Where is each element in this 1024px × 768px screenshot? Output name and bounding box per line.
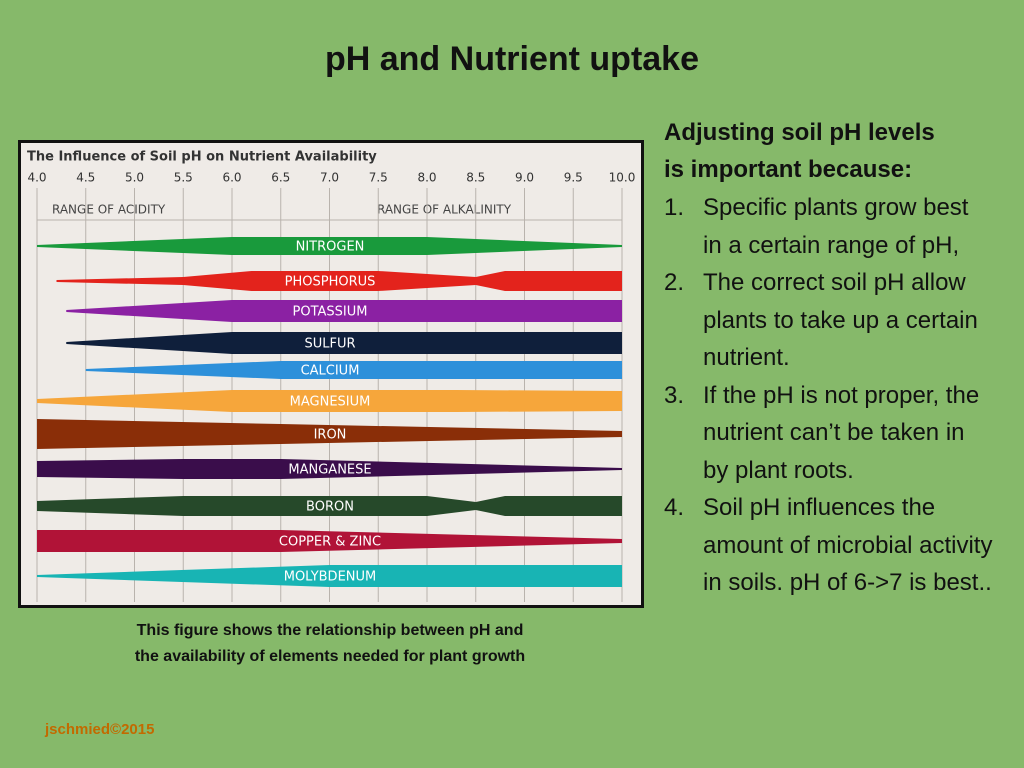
tick-label: 4.0 (27, 171, 46, 185)
nutrient-band (66, 332, 622, 354)
caption-line: the availability of elements needed for … (134, 648, 526, 665)
nutrient-band (56, 271, 622, 291)
nutrient-band (37, 237, 622, 255)
tick-label: 6.5 (271, 171, 290, 185)
heading-line: Adjusting soil pH levels (664, 119, 935, 146)
tick-label: 9.5 (564, 171, 583, 185)
tick-label: 9.0 (515, 171, 534, 185)
list-text: The correct soil pH allow plants to take… (703, 269, 978, 371)
nutrient-band (37, 459, 622, 479)
list-item: 2. The correct soil pH allow plants to ta… (664, 264, 1004, 377)
list-text: Soil pH influences the amount of microbi… (703, 494, 993, 596)
tick-label: 7.5 (369, 171, 388, 185)
nutrient-label: MAGNESIUM (290, 395, 371, 410)
caption-line: This figure shows the relationship betwe… (136, 622, 524, 639)
list-item: 4. Soil pH influences the amount of micro… (664, 489, 1004, 602)
nutrient-label: CALCIUM (301, 364, 360, 379)
slide-title: pH and Nutrient uptake (324, 40, 700, 78)
list-item: 1. Specific plants grow best in a certain… (664, 189, 1004, 264)
list: 1. Specific plants grow best in a certain… (664, 189, 1004, 602)
nutrient-label: IRON (314, 428, 347, 443)
nutrient-label: PHOSPHORUS (285, 275, 376, 290)
nutrient-label: COPPER & ZINC (279, 535, 381, 550)
heading: Adjusting soil pH levels is important be… (664, 114, 935, 188)
nutrient-label: BORON (306, 500, 354, 515)
nutrient-band (37, 419, 622, 449)
nutrient-band (66, 300, 622, 322)
footer: jschmied©2015 (45, 721, 155, 738)
figure: The Influence of Soil pH on Nutrient Ava… (18, 140, 644, 608)
nutrient-label: NITROGEN (296, 240, 365, 255)
list-text: Specific plants grow best in a certain r… (703, 194, 969, 259)
list-number: 4. (664, 494, 685, 521)
tick-label: 6.0 (222, 171, 241, 185)
nutrient-label: MANGANESE (288, 463, 371, 478)
tick-label: 7.0 (320, 171, 339, 185)
tick-label: 8.0 (417, 171, 436, 185)
nutrient-band (37, 530, 622, 552)
tick-label: 5.5 (174, 171, 193, 185)
tick-label: 10.0 (609, 171, 636, 185)
nutrient-band (37, 496, 622, 516)
nutrient-label: MOLYBDENUM (284, 570, 377, 585)
nutrient-band (37, 565, 622, 587)
list-number: 2. (664, 269, 685, 296)
figure-title: The Influence of Soil pH on Nutrient Ava… (27, 150, 377, 165)
tick-label: 5.0 (125, 171, 144, 185)
tick-label: 4.5 (76, 171, 95, 185)
nutrient-band (37, 390, 622, 412)
heading-line: is important because: (664, 156, 913, 183)
list-item: 3. If the pH is not proper, the nutrient … (664, 377, 1004, 490)
nutrient-label: SULFUR (304, 337, 355, 352)
tick-label: 8.5 (466, 171, 485, 185)
nutrient-band (85, 361, 622, 379)
list-number: 1. (664, 194, 685, 221)
range-label: RANGE OF ALKALINITY (377, 203, 512, 217)
range-label: RANGE OF ACIDITY (52, 203, 166, 217)
list-text: If the pH is not proper, the nutrient ca… (703, 381, 980, 484)
nutrient-label: POTASSIUM (293, 305, 368, 320)
list-number: 3. (664, 381, 685, 409)
